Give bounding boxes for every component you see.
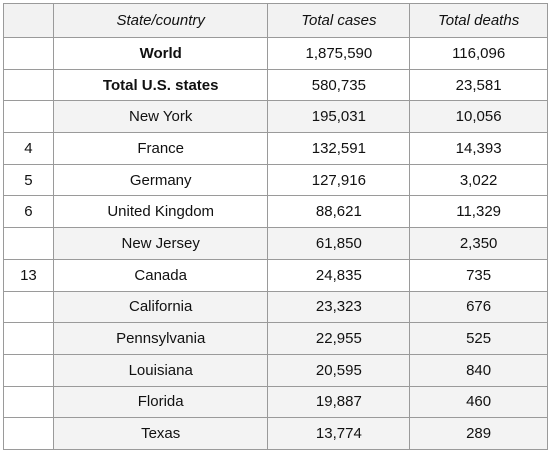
name-cell: Total U.S. states	[52, 68, 269, 102]
rank-cell	[3, 100, 54, 134]
deaths-cell: 11,329	[409, 195, 548, 229]
name-cell: Louisiana	[52, 353, 269, 387]
name-cell: Pennsylvania	[52, 322, 269, 355]
deaths-cell: 460	[409, 385, 548, 419]
table-row: Louisiana 20,595 840	[3, 353, 548, 387]
name-cell: World	[52, 37, 269, 70]
rank-cell	[3, 37, 54, 70]
header-cell: Total cases	[267, 3, 411, 38]
rank-cell: 6	[3, 195, 54, 229]
cases-cell: 61,850	[267, 227, 411, 260]
deaths-cell: 2,350	[409, 227, 548, 260]
cases-cell: 1,875,590	[267, 37, 411, 70]
rank-cell	[3, 68, 54, 102]
rank-cell: 4	[3, 132, 54, 165]
cases-cell: 19,887	[267, 385, 411, 419]
deaths-cell: 23,581	[409, 68, 548, 102]
name-cell: France	[52, 132, 269, 165]
rank-cell	[3, 227, 54, 260]
deaths-cell: 14,393	[409, 132, 548, 165]
table-row: Pennsylvania 22,955 525	[3, 322, 548, 355]
rank-cell: 13	[3, 258, 54, 292]
table-row: 4 France 132,591 14,393	[3, 132, 548, 165]
cases-cell: 127,916	[267, 163, 411, 197]
cases-cell: 13,774	[267, 417, 411, 450]
header-cell	[3, 3, 54, 38]
name-cell: United Kingdom	[52, 195, 269, 229]
table-row: Florida 19,887 460	[3, 385, 548, 419]
rank-cell	[3, 385, 54, 419]
deaths-cell: 525	[409, 322, 548, 355]
cases-cell: 23,323	[267, 290, 411, 324]
name-cell: California	[52, 290, 269, 324]
table-row: Total U.S. states 580,735 23,581	[3, 68, 548, 102]
table-body: World 1,875,590 116,096 Total U.S. states 58…	[3, 37, 548, 450]
header-cell: State/country	[52, 3, 269, 38]
name-cell: New Jersey	[52, 227, 269, 260]
name-cell: Florida	[52, 385, 269, 419]
cases-cell: 195,031	[267, 100, 411, 134]
header-row: State/country Total cases Total deaths	[3, 3, 548, 38]
table-row: California 23,323 676	[3, 290, 548, 324]
deaths-cell: 676	[409, 290, 548, 324]
cases-cell: 580,735	[267, 68, 411, 102]
rank-cell: 5	[3, 163, 54, 197]
cases-cell: 22,955	[267, 322, 411, 355]
table-row: New Jersey 61,850 2,350	[3, 227, 548, 260]
rank-cell	[3, 290, 54, 324]
name-cell: New York	[52, 100, 269, 134]
cases-cell: 88,621	[267, 195, 411, 229]
table-row: World 1,875,590 116,096	[3, 37, 548, 70]
header-cell: Total deaths	[409, 3, 548, 38]
name-cell: Germany	[52, 163, 269, 197]
table-row: 6 United Kingdom 88,621 11,329	[3, 195, 548, 229]
table-row: 5 Germany 127,916 3,022	[3, 163, 548, 197]
deaths-cell: 840	[409, 353, 548, 387]
table-row: 13 Canada 24,835 735	[3, 258, 548, 292]
table-row: Texas 13,774 289	[3, 417, 548, 450]
deaths-cell: 3,022	[409, 163, 548, 197]
covid-table: State/country Total cases Total deaths W…	[3, 3, 548, 450]
cases-cell: 24,835	[267, 258, 411, 292]
rank-cell	[3, 417, 54, 450]
deaths-cell: 116,096	[409, 37, 548, 70]
rank-cell	[3, 353, 54, 387]
name-cell: Canada	[52, 258, 269, 292]
table-row: New York 195,031 10,056	[3, 100, 548, 134]
deaths-cell: 10,056	[409, 100, 548, 134]
cases-cell: 20,595	[267, 353, 411, 387]
rank-cell	[3, 322, 54, 355]
name-cell: Texas	[52, 417, 269, 450]
deaths-cell: 289	[409, 417, 548, 450]
deaths-cell: 735	[409, 258, 548, 292]
cases-cell: 132,591	[267, 132, 411, 165]
